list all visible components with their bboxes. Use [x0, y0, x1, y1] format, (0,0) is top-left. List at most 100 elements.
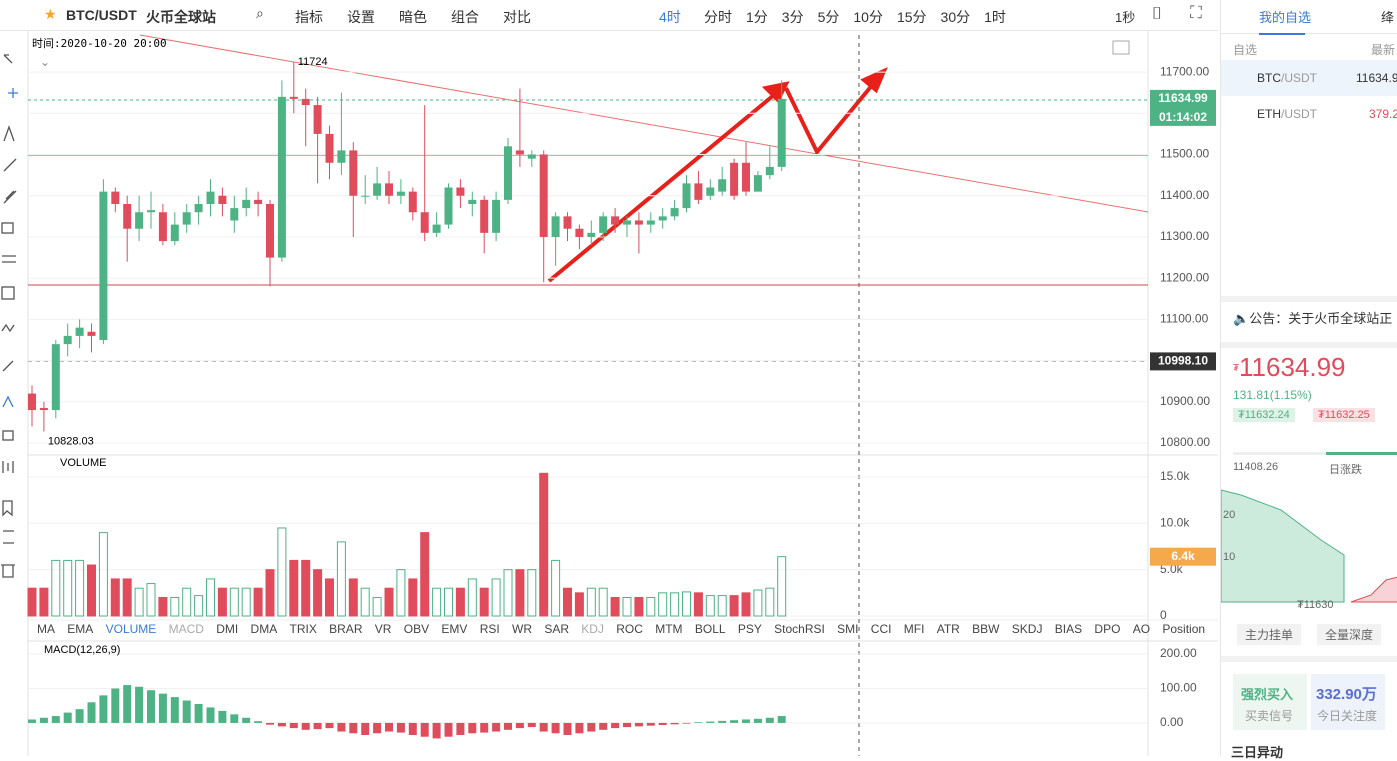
indicator-tab[interactable]: DMA — [250, 622, 278, 636]
macd-bar — [182, 700, 191, 723]
indicator-tab[interactable]: BBW — [972, 622, 1000, 636]
tool[interactable] — [8, 88, 18, 98]
indicator-tab[interactable]: BIAS — [1054, 622, 1083, 636]
volume-bar — [586, 587, 596, 617]
interval[interactable]: 1分 — [746, 9, 768, 25]
indicator-tab[interactable]: CCI — [870, 622, 892, 636]
indicator-tab[interactable]: MACD — [168, 622, 204, 636]
col-head[interactable]: 自选 — [1233, 43, 1258, 57]
macd-bar — [123, 685, 132, 723]
indicator-tab[interactable]: AO — [1132, 622, 1151, 636]
tool[interactable] — [2, 461, 14, 473]
indicator-tab[interactable]: KDJ — [581, 622, 604, 636]
arrow[interactable] — [784, 76, 880, 156]
macd-bar — [75, 709, 84, 723]
interval[interactable]: 分时 — [704, 9, 732, 25]
trend-line[interactable] — [139, 34, 1149, 213]
candle-body — [289, 96, 298, 99]
indicator-tab[interactable]: EMA — [67, 622, 94, 636]
signal-card[interactable] — [1233, 674, 1307, 730]
fullscreen-icon[interactable]: ⛶ — [1190, 3, 1202, 22]
indicator-tab[interactable]: VOLUME — [105, 622, 157, 636]
indicator-tab[interactable]: SKDJ — [1011, 622, 1043, 636]
arrow[interactable] — [547, 88, 782, 283]
indicator-tab[interactable]: WR — [512, 622, 533, 636]
search-icon[interactable]: ⌕ — [256, 5, 264, 21]
interval[interactable]: 5分 — [817, 9, 840, 25]
tool[interactable] — [3, 530, 14, 544]
interval[interactable]: 1时 — [984, 9, 1006, 25]
tool-button[interactable]: 设置 — [347, 9, 375, 25]
interval[interactable]: 4时 — [659, 9, 681, 25]
row-symbol[interactable]: BTC/USDT — [1257, 71, 1317, 85]
tab[interactable]: 绛 — [1381, 10, 1395, 25]
panel-title: MACD(12,26,9) — [44, 644, 120, 656]
arrows[interactable] — [547, 67, 888, 283]
speed[interactable]: 1秒 — [1115, 10, 1136, 25]
tool-button[interactable]: 对比 — [503, 9, 531, 25]
tool[interactable] — [1, 222, 14, 234]
indicator-tab[interactable]: SMI — [837, 622, 859, 636]
macd-bar — [111, 688, 120, 723]
symbol[interactable]: BTC/USDT — [66, 7, 137, 23]
macd-bar — [515, 722, 524, 729]
tool[interactable] — [2, 395, 14, 408]
tool[interactable] — [3, 190, 17, 204]
tool-button[interactable]: 暗色 — [399, 9, 427, 25]
macd-bar — [361, 722, 370, 735]
interval[interactable]: 15分 — [896, 9, 927, 25]
tab[interactable]: 我的自选 — [1259, 10, 1312, 25]
tool[interactable] — [3, 158, 17, 172]
indicator-tab[interactable]: EMV — [441, 622, 468, 636]
macd-bar — [349, 722, 358, 734]
tool[interactable] — [2, 500, 13, 517]
tool-button[interactable]: 组合 — [451, 9, 479, 25]
indicator-tab[interactable]: StochRSI — [774, 622, 825, 636]
camera-icon[interactable]: ⌷ — [1152, 4, 1163, 23]
tool[interactable] — [3, 125, 15, 142]
expand-icon[interactable] — [1112, 40, 1130, 55]
indicator-tab[interactable]: ATR — [936, 622, 960, 636]
tool[interactable] — [2, 255, 16, 263]
indicator-tab[interactable]: BRAR — [329, 622, 363, 636]
indicator-tab[interactable]: DPO — [1094, 622, 1121, 636]
notice[interactable]: 🔈公告：关于火币全球站正 — [1233, 311, 1393, 326]
depth-tab[interactable]: 全量深度 — [1317, 624, 1382, 645]
tool[interactable] — [1, 564, 15, 578]
star[interactable]: ★ — [44, 6, 57, 22]
indicator-tab[interactable]: SAR — [544, 622, 569, 636]
indicator-tab[interactable]: MA — [37, 622, 55, 636]
attention-card[interactable] — [1311, 674, 1385, 730]
interval[interactable]: 10分 — [853, 9, 883, 25]
candle-body — [563, 216, 572, 229]
tool[interactable] — [1, 286, 15, 300]
tool[interactable] — [2, 360, 14, 372]
arrow-head — [860, 67, 888, 94]
tool[interactable] — [3, 54, 13, 64]
tool-button[interactable]: 指标 — [295, 9, 323, 25]
indicator-tab[interactable]: ROC — [616, 622, 643, 636]
collapse[interactable]: ⌄ — [40, 55, 50, 69]
last-price: 11634.99 — [1158, 91, 1208, 105]
volume-bar — [598, 587, 608, 617]
indicator-tab[interactable]: MTM — [655, 622, 683, 636]
macd-bar — [266, 722, 274, 725]
interval[interactable]: 30分 — [940, 9, 971, 25]
indicator-tab[interactable]: BOLL — [694, 622, 726, 636]
indicator-tab[interactable]: VR — [374, 622, 392, 636]
volume-bar — [444, 587, 453, 617]
indicator-tab[interactable]: MFI — [903, 622, 925, 636]
tool[interactable] — [2, 430, 14, 441]
depth-tab[interactable]: 主力挂单 — [1237, 624, 1302, 645]
indicator-tab[interactable]: DMI — [216, 622, 239, 636]
indicator-tab[interactable]: Position — [1162, 622, 1206, 636]
interval[interactable]: 3分 — [781, 9, 804, 25]
indicator-tab[interactable]: RSI — [479, 622, 500, 636]
divider — [1221, 33, 1397, 34]
tool[interactable] — [1, 323, 15, 333]
indicator-tab[interactable]: TRIX — [289, 622, 317, 636]
indicator-tab[interactable]: PSY — [737, 622, 762, 636]
candle-body — [682, 183, 691, 209]
indicator-tab[interactable]: OBV — [403, 622, 430, 636]
row-symbol[interactable]: ETH/USDT — [1257, 107, 1317, 121]
